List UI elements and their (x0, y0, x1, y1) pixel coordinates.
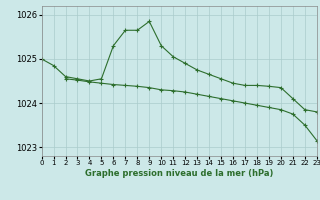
X-axis label: Graphe pression niveau de la mer (hPa): Graphe pression niveau de la mer (hPa) (85, 169, 273, 178)
